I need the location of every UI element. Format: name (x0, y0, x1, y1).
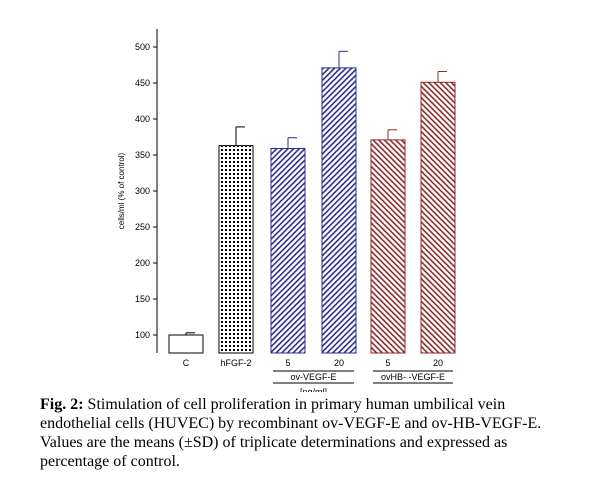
bar (420, 81, 456, 354)
y-tick-label: 250 (135, 222, 150, 232)
x-tick-label: C (183, 358, 190, 368)
y-tick-label: 200 (135, 258, 150, 268)
y-axis-label: cells/ml (% of control) (117, 152, 126, 229)
y-tick-label: 350 (135, 150, 150, 160)
figure-caption: Fig. 2: Stimulation of cell proliferatio… (40, 395, 580, 471)
bar (168, 334, 204, 354)
caption-label: Fig. 2: (40, 396, 84, 413)
x-tick-label: 20 (433, 358, 443, 368)
x-tick-label: 20 (334, 358, 344, 368)
y-tick-label: 400 (135, 114, 150, 124)
caption-text: Stimulation of cell proliferation in pri… (40, 396, 542, 470)
x-tick-label: 5 (285, 358, 290, 368)
y-tick-label: 450 (135, 78, 150, 88)
bar (218, 145, 254, 354)
y-tick-label: 500 (135, 42, 150, 52)
group-label: ov-VEGF-E (290, 372, 336, 382)
axes: 100 150 200 250 300 350 400 450 500 cells/ml (% o… (117, 29, 158, 353)
group-unit-label: [ng/ml] (300, 387, 327, 392)
y-tick-label: 100 (135, 330, 150, 340)
x-tick-label: hFGF-2 (220, 358, 251, 368)
y-tick-label: 300 (135, 186, 150, 196)
group-label: ovHB- -VEGF-E (381, 372, 445, 382)
bar (370, 139, 406, 354)
bar (270, 148, 306, 354)
bar-chart: 100 150 200 250 300 350 400 450 500 cells/ml (% o… (117, 29, 456, 392)
bars (168, 50, 456, 354)
bar (321, 67, 357, 354)
y-tick-label: 150 (135, 294, 150, 304)
x-tick-label: 5 (385, 358, 390, 368)
